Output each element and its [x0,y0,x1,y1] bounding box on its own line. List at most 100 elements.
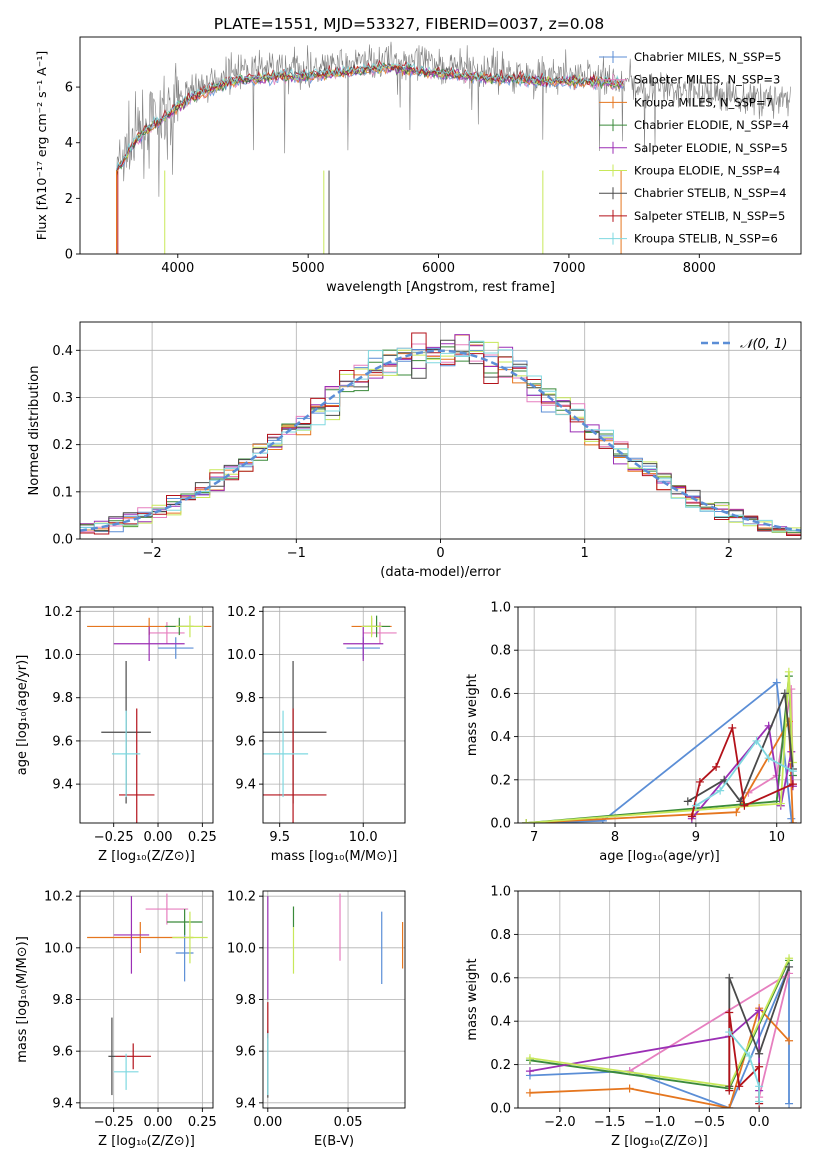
data-point [361,615,382,638]
weight-marker [755,1062,764,1071]
x-tick-label: 1 [581,546,589,561]
data-point [363,622,397,644]
weight-line-8 [728,1031,760,1102]
residual-histogram-8 [80,340,801,532]
axes-frame [262,606,406,824]
y-axis-label: Normed distribution [27,366,42,496]
panel-mass_vs_ebv: 0.00 0.05 9.4 9.6 9.8 10.0 10.2 E(B-V) [227,890,406,1149]
y-tick-label: 9.8 [52,691,73,706]
y-tick-label: 10.0 [227,648,256,663]
y-axis-label: Flux [fλ10⁻¹⁷ erg cm⁻² s⁻¹ A⁻¹] [34,51,49,240]
plot-area-age_vs_mass [263,615,397,823]
panel-mass_vs_Z: −0.25 0.00 0.25 9.4 9.6 9.8 10.0 10.2 Z [log₁₀(Z… [15,890,217,1149]
residual-histogram-6 [80,339,801,532]
legend-label: Salpeter ELODIE, N_SSP=5 [634,141,788,155]
weight-marker [755,1006,764,1015]
x-tick-label: 4000 [161,261,194,276]
weight-marker [525,1054,534,1063]
x-tick-label: 7000 [552,261,585,276]
y-tick-label: 10.2 [227,605,256,620]
weight-marker [755,1049,764,1058]
y-tick-label: 9.4 [52,778,73,793]
y-tick-label: 0.8 [490,928,511,943]
legend: Chabrier MILES, N_SSP=5 Salpeter MILES, N… [599,50,789,246]
weight-line-2 [529,1006,790,1108]
axes-frame [79,606,214,824]
axes-frame [79,890,214,1109]
legend-label: Salpeter MILES, N_SSP=3 [634,73,780,87]
weight-marker [735,1082,744,1091]
data-point [111,710,141,798]
x-axis-label: wavelength [Angstrom, rest frame] [326,280,555,295]
weight-marker [755,1097,764,1106]
weight-marker [522,819,531,823]
model-spectrum-6 [116,62,624,171]
weight-marker [787,814,796,823]
y-tick-label: 9.6 [52,734,73,749]
x-tick-label: 0 [436,546,444,561]
x-tick-label: 5000 [292,261,325,276]
weight-marker [725,1104,734,1108]
x-tick-label: 10.0 [349,830,378,845]
axes-frame [262,890,406,1109]
x-tick-label: −1.5 [594,1115,626,1130]
weight-marker [625,1084,634,1093]
y-tick-label: 0.6 [490,971,511,986]
y-tick-label: 1.0 [490,885,511,900]
weight-marker [788,767,797,776]
y-tick-label: 10.0 [44,648,73,663]
data-point [263,708,327,823]
weight-marker [732,808,741,817]
data-point [166,909,203,935]
x-tick-label: 0.00 [144,1115,173,1130]
y-tick-label: 9.4 [235,1096,256,1111]
weight-marker [687,812,696,821]
x-tick-label: −1.0 [644,1115,676,1130]
weight-marker [695,777,704,786]
plot-area-weight_vs_Z [525,954,794,1108]
y-axis-label: mass weight [465,674,480,756]
x-axis-label: (data-model)/error [380,565,501,580]
weight-marker [725,973,734,982]
weight-marker [728,723,737,732]
weight-marker [780,689,789,698]
axes-frame [517,606,802,824]
chart-title: PLATE=1551, MJD=53327, FIBERID=0037, z=0… [214,15,604,33]
y-tick-label: 10.0 [227,941,256,956]
y-tick-label: 1.0 [490,601,511,616]
y-tick-label: 0.4 [490,730,511,745]
panel-age_vs_mass: 9.5 10.0 9.4 9.6 9.8 10.0 10.2 mass [log₁₀(M/M⊙… [227,605,406,864]
weight-marker [720,775,729,784]
weight-marker [785,962,794,971]
legend-label: Chabrier MILES, N_SSP=5 [634,50,781,64]
data-point [108,1017,116,1096]
y-tick-label: 0.0 [490,1102,511,1117]
weight-marker [725,1028,734,1037]
legend-label: Kroupa MILES, N_SSP=7 [634,95,773,109]
y-tick-label: 0.0 [52,533,73,548]
data-point [119,708,155,823]
y-tick-label: 10.2 [227,890,256,905]
y-tick-label: 9.8 [235,691,256,706]
y-tick-label: 9.4 [52,1096,73,1111]
x-tick-label: −1 [287,546,306,561]
plot-area-mass_vs_ebv [267,893,404,1098]
legend-label: Chabrier ELODIE, N_SSP=4 [634,118,789,132]
x-tick-label: 0.25 [188,1115,217,1130]
weight-marker [525,1067,534,1076]
data-point [343,626,384,661]
x-tick-label: 10 [768,830,785,845]
data-point [113,626,185,661]
weight-marker [788,780,797,789]
x-tick-label: 8 [611,830,619,845]
weight-line-2 [526,718,794,823]
axes-frame [79,321,802,540]
x-tick-label: −0.25 [94,830,134,845]
weight-marker [725,1086,734,1095]
weight-marker [683,797,692,806]
weight-line-4 [529,1008,760,1091]
data-point [113,896,150,974]
data-point [158,637,194,659]
x-tick-label: 0.25 [188,830,217,845]
x-tick-label: −0.25 [94,1115,134,1130]
